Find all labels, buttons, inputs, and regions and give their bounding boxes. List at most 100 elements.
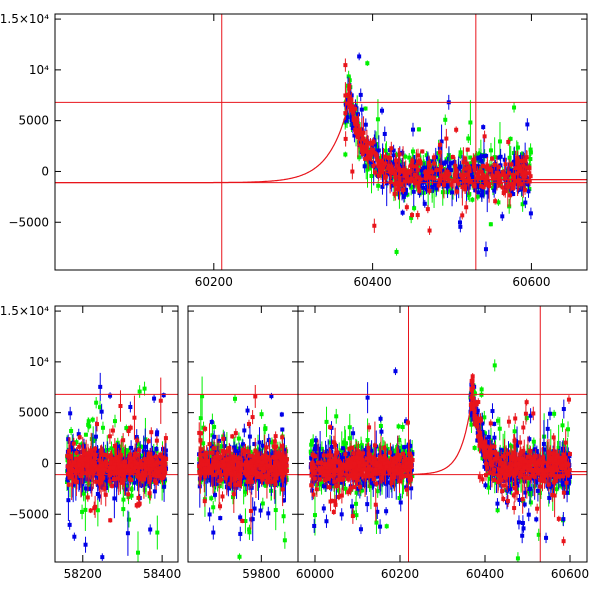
data-point	[450, 154, 455, 160]
data-point	[403, 167, 408, 184]
data-point	[523, 402, 528, 425]
data-point	[501, 189, 506, 197]
data-point	[364, 137, 369, 145]
data-point	[494, 155, 499, 191]
data-point	[80, 470, 85, 477]
data-point	[391, 149, 396, 162]
data-point	[331, 509, 336, 515]
data-point	[311, 462, 316, 467]
data-point	[432, 159, 437, 168]
data-point	[503, 158, 508, 171]
data-point	[492, 359, 497, 372]
data-point	[521, 420, 526, 435]
data-point	[376, 158, 381, 164]
data-point	[427, 163, 432, 168]
data-point	[383, 171, 388, 184]
data-point	[161, 392, 166, 398]
data-point	[448, 159, 453, 167]
data-point	[393, 169, 398, 178]
data-point	[158, 377, 163, 424]
data-point	[479, 183, 484, 189]
data-point	[465, 147, 470, 152]
data-point	[147, 459, 152, 465]
data-point	[512, 102, 517, 113]
data-point	[142, 381, 147, 396]
data-point	[404, 203, 409, 211]
data-point	[463, 178, 468, 194]
data-point	[492, 421, 497, 427]
data-point	[455, 176, 460, 186]
data-point	[526, 184, 531, 198]
data-point	[353, 104, 358, 114]
data-point	[518, 435, 523, 450]
data-point	[321, 503, 326, 513]
data-point	[528, 207, 533, 220]
data-point	[256, 459, 261, 464]
data-point	[476, 190, 481, 195]
data-point	[561, 536, 566, 546]
data-point	[407, 170, 412, 176]
data-point	[357, 153, 362, 162]
data-point	[454, 126, 459, 134]
data-point	[527, 164, 532, 172]
data-point	[475, 155, 480, 161]
data-point	[528, 408, 533, 424]
y-tick-label: 0	[41, 164, 49, 178]
data-point	[460, 174, 465, 180]
data-point	[375, 99, 380, 140]
data-point	[534, 516, 539, 523]
data-point	[77, 462, 82, 468]
data-point	[477, 165, 482, 178]
y-tick-label: 5000	[18, 114, 49, 128]
data-point	[220, 491, 225, 502]
data-point	[212, 491, 217, 499]
data-point	[349, 91, 354, 108]
data-point	[426, 155, 431, 171]
data-point	[312, 494, 317, 536]
data-point	[110, 425, 115, 436]
data-point	[107, 465, 112, 471]
data-point	[93, 495, 98, 518]
data-point	[478, 153, 483, 161]
data-point	[389, 141, 394, 155]
data-point	[233, 394, 238, 404]
data-point	[392, 190, 397, 198]
data-point	[515, 153, 520, 163]
data-point	[402, 444, 407, 450]
data-point	[88, 507, 93, 514]
data-point	[481, 136, 486, 176]
data-point	[481, 124, 486, 130]
data-point	[108, 392, 113, 400]
data-point	[495, 451, 500, 457]
data-point	[414, 149, 419, 184]
data-point	[100, 553, 105, 561]
data-point	[253, 384, 258, 408]
data-point	[368, 138, 373, 149]
data-point	[497, 174, 502, 180]
data-point	[211, 501, 216, 514]
data-point	[458, 221, 463, 233]
data-point	[365, 496, 370, 513]
data-point	[547, 407, 552, 421]
data-point	[343, 58, 348, 72]
data-point	[121, 501, 126, 517]
data-point	[112, 414, 117, 428]
data-point	[155, 515, 160, 550]
data-point	[82, 456, 87, 462]
data-point	[358, 455, 363, 461]
data-point	[396, 423, 401, 430]
data-point	[500, 211, 505, 221]
data-point	[523, 157, 528, 164]
data-point	[483, 179, 488, 187]
data-point	[250, 410, 255, 425]
data-point	[356, 113, 361, 146]
data-point	[418, 156, 423, 167]
data-point	[402, 191, 407, 196]
data-point	[86, 486, 91, 492]
data-point	[221, 462, 226, 468]
data-point	[68, 406, 73, 420]
data-point	[525, 179, 530, 187]
data-point	[98, 463, 103, 468]
data-point	[481, 163, 486, 169]
